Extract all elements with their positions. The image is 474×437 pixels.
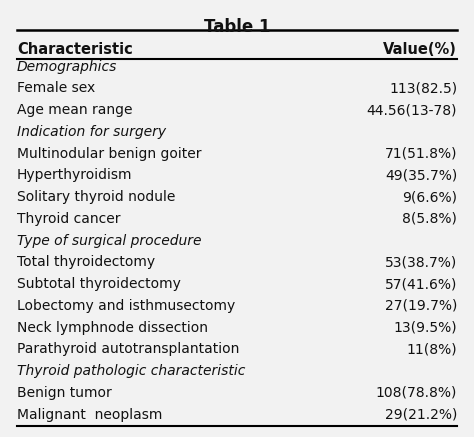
Text: 27(19.7%): 27(19.7%): [385, 299, 457, 313]
Text: 113(82.5): 113(82.5): [389, 81, 457, 95]
Text: Value(%): Value(%): [383, 42, 457, 58]
Text: 57(41.6%): 57(41.6%): [385, 277, 457, 291]
Text: Parathyroid autotransplantation: Parathyroid autotransplantation: [17, 343, 239, 357]
Text: Benign tumor: Benign tumor: [17, 386, 111, 400]
Text: Malignant  neoplasm: Malignant neoplasm: [17, 408, 162, 422]
Text: 9(6.6%): 9(6.6%): [402, 190, 457, 204]
Text: Hyperthyroidism: Hyperthyroidism: [17, 169, 132, 183]
Text: 53(38.7%): 53(38.7%): [385, 256, 457, 270]
Text: 8(5.8%): 8(5.8%): [402, 212, 457, 226]
Text: Demographics: Demographics: [17, 60, 117, 74]
Text: Lobectomy and isthmusectomy: Lobectomy and isthmusectomy: [17, 299, 235, 313]
Text: Table 1: Table 1: [204, 18, 270, 36]
Text: Total thyroidectomy: Total thyroidectomy: [17, 256, 155, 270]
Text: 13(9.5%): 13(9.5%): [393, 321, 457, 335]
Text: Thyroid cancer: Thyroid cancer: [17, 212, 120, 226]
Text: Subtotal thyroidectomy: Subtotal thyroidectomy: [17, 277, 181, 291]
Text: 108(78.8%): 108(78.8%): [376, 386, 457, 400]
Text: Age mean range: Age mean range: [17, 103, 132, 117]
Text: Thyroid pathologic characteristic: Thyroid pathologic characteristic: [17, 364, 245, 378]
Text: 44.56(13-78): 44.56(13-78): [367, 103, 457, 117]
Text: Female sex: Female sex: [17, 81, 95, 95]
Text: Neck lymphnode dissection: Neck lymphnode dissection: [17, 321, 208, 335]
Text: 49(35.7%): 49(35.7%): [385, 169, 457, 183]
Text: Indication for surgery: Indication for surgery: [17, 125, 166, 139]
Text: Characteristic: Characteristic: [17, 42, 133, 58]
Text: Type of surgical procedure: Type of surgical procedure: [17, 234, 201, 248]
Text: 29(21.2%): 29(21.2%): [385, 408, 457, 422]
Text: 11(8%): 11(8%): [407, 343, 457, 357]
Text: 71(51.8%): 71(51.8%): [385, 147, 457, 161]
Text: Multinodular benign goiter: Multinodular benign goiter: [17, 147, 201, 161]
Text: Solitary thyroid nodule: Solitary thyroid nodule: [17, 190, 175, 204]
